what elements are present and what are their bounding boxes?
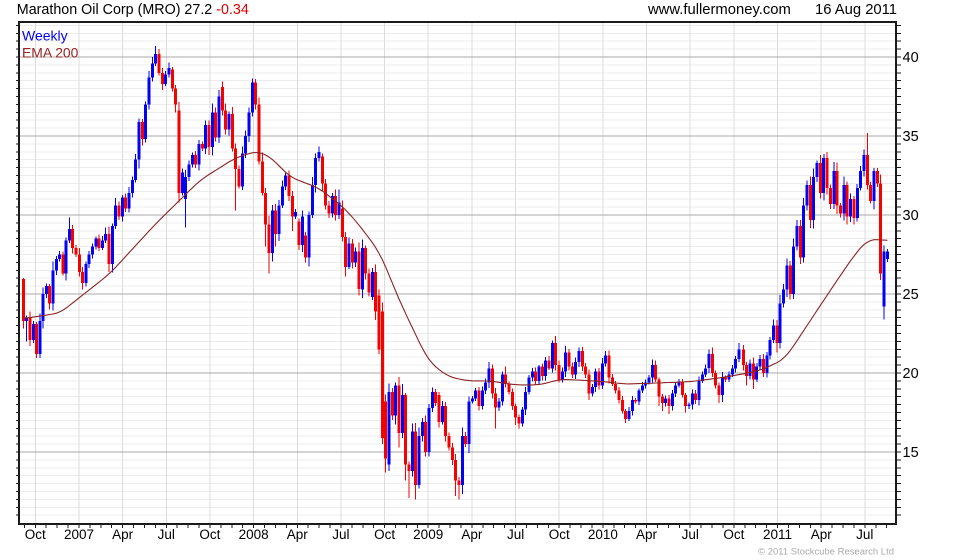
svg-text:Oct: Oct — [723, 527, 744, 542]
svg-text:Apr: Apr — [636, 527, 658, 542]
svg-text:Weekly: Weekly — [22, 27, 68, 43]
svg-text:2009: 2009 — [413, 527, 443, 542]
svg-text:Marathon Oil Corp (MRO) 27.2 -: Marathon Oil Corp (MRO) 27.2 -0.34 — [17, 2, 249, 18]
svg-text:Oct: Oct — [25, 527, 46, 542]
svg-text:www.fullermoney.com: www.fullermoney.com — [647, 2, 791, 18]
svg-text:40: 40 — [903, 50, 919, 66]
svg-text:35: 35 — [903, 129, 919, 145]
svg-text:2008: 2008 — [239, 527, 269, 542]
svg-text:Apr: Apr — [461, 527, 483, 542]
svg-text:Apr: Apr — [811, 527, 833, 542]
svg-text:Apr: Apr — [112, 527, 134, 542]
svg-text:Apr: Apr — [287, 527, 309, 542]
svg-text:2007: 2007 — [64, 527, 94, 542]
svg-text:© 2011 Stockcube Research Ltd: © 2011 Stockcube Research Ltd — [758, 546, 894, 557]
svg-text:Jul: Jul — [682, 527, 699, 542]
svg-text:15: 15 — [903, 445, 919, 461]
svg-text:Oct: Oct — [374, 527, 395, 542]
svg-text:2011: 2011 — [763, 527, 792, 542]
svg-text:Jul: Jul — [507, 527, 524, 542]
svg-text:Oct: Oct — [549, 527, 570, 542]
svg-text:30: 30 — [903, 208, 919, 224]
svg-text:2010: 2010 — [588, 527, 618, 542]
svg-text:Jul: Jul — [158, 527, 175, 542]
svg-text:Oct: Oct — [199, 527, 220, 542]
svg-text:16 Aug 2011: 16 Aug 2011 — [815, 2, 897, 18]
svg-text:Jul: Jul — [856, 527, 873, 542]
svg-text:Jul: Jul — [332, 527, 349, 542]
svg-text:EMA 200: EMA 200 — [22, 44, 79, 60]
svg-text:25: 25 — [903, 287, 919, 303]
svg-text:20: 20 — [903, 366, 919, 382]
